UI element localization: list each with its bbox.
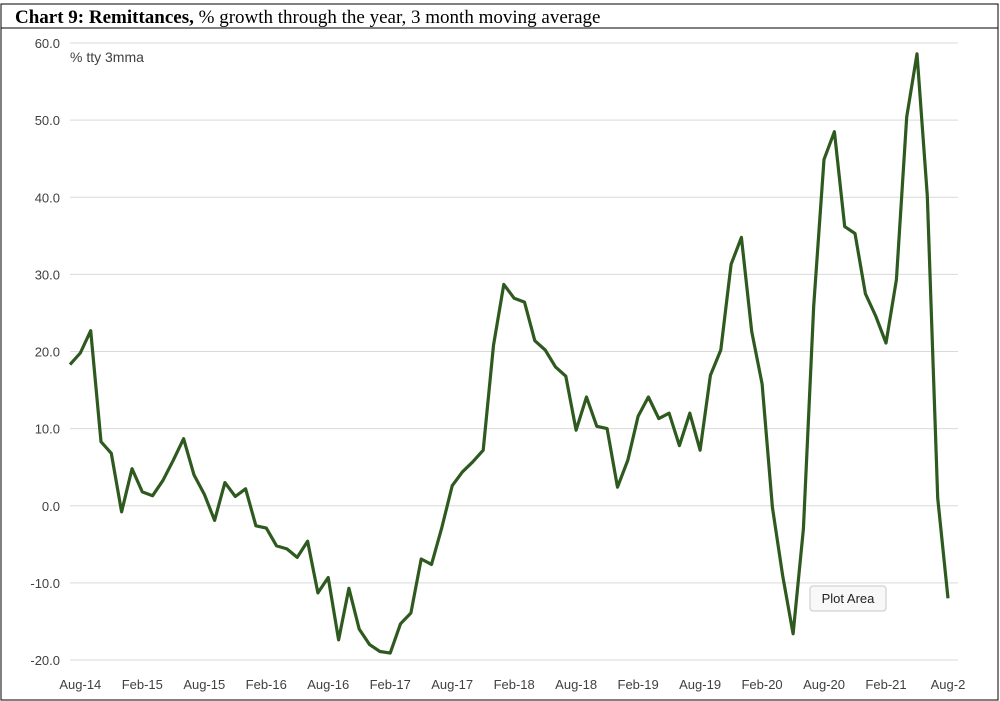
y-tick-label: 30.0 <box>35 267 60 282</box>
annotation: % tty 3mma <box>70 49 144 65</box>
x-tick-label: Feb-17 <box>370 677 411 692</box>
x-tick-label: Feb-18 <box>494 677 535 692</box>
series-line <box>68 52 950 655</box>
x-tick-label: Aug-20 <box>803 677 845 692</box>
x-tick-label: Aug-15 <box>183 677 225 692</box>
y-tick-label: 40.0 <box>35 190 60 205</box>
x-tick-label: Aug-16 <box>307 677 349 692</box>
y-tick-label: -20.0 <box>30 653 60 668</box>
y-tick-label: -10.0 <box>30 576 60 591</box>
tooltip-box <box>809 585 887 612</box>
x-tick-label: Aug-2 <box>931 677 966 692</box>
x-tick-label: Feb-15 <box>122 677 163 692</box>
y-tick-label: 50.0 <box>35 113 60 128</box>
x-tick-label: Feb-16 <box>246 677 287 692</box>
chart-title: Chart 9: Remittances, % growth through t… <box>15 7 600 28</box>
title-bold: Chart 9: Remittances, <box>15 7 194 28</box>
x-tick-label: Aug-14 <box>59 677 101 692</box>
x-tick-label: Feb-19 <box>618 677 659 692</box>
title-rest: % growth through the year, 3 month movin… <box>199 7 601 28</box>
x-tick-label: Aug-19 <box>679 677 721 692</box>
x-tick-label: Feb-20 <box>741 677 782 692</box>
y-tick-label: 60.0 <box>35 36 60 51</box>
frame <box>0 3 999 701</box>
tooltip-text: Plot Area <box>822 591 876 606</box>
y-tick-label: 20.0 <box>35 345 60 360</box>
x-tick-label: Aug-17 <box>431 677 473 692</box>
tooltip: Plot Area <box>809 585 887 612</box>
x-tick-label: Feb-21 <box>865 677 906 692</box>
y-tick-label: 10.0 <box>35 422 60 437</box>
y-tick-label: 0.0 <box>42 499 60 514</box>
x-tick-label: Aug-18 <box>555 677 597 692</box>
